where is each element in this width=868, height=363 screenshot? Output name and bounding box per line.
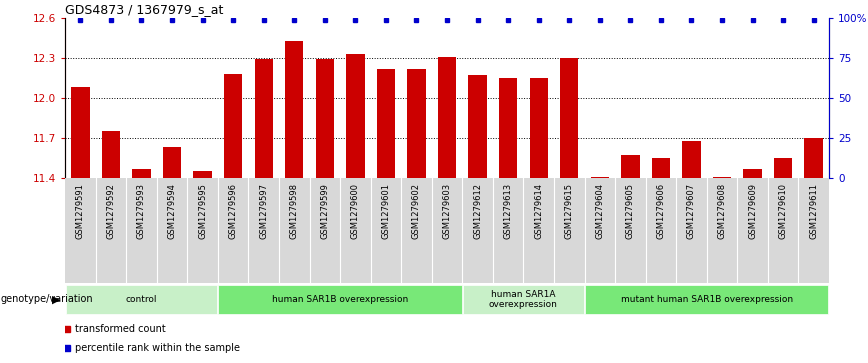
Bar (285, 41, 304, 178)
Text: GSM1279598: GSM1279598 (290, 183, 299, 239)
Bar (437, 57, 457, 178)
Text: human SAR1B overexpression: human SAR1B overexpression (272, 295, 408, 304)
Text: GSM1279601: GSM1279601 (381, 183, 391, 239)
Text: GSM1279603: GSM1279603 (443, 183, 451, 239)
Bar (346, 54, 365, 178)
Bar (585, 285, 828, 314)
Bar (499, 78, 517, 178)
Bar (682, 140, 700, 178)
Bar (66, 285, 217, 314)
Text: mutant human SAR1B overexpression: mutant human SAR1B overexpression (621, 295, 792, 304)
Text: GSM1279607: GSM1279607 (687, 183, 696, 239)
Text: GSM1279604: GSM1279604 (595, 183, 604, 239)
Text: GSM1279593: GSM1279593 (137, 183, 146, 239)
Text: GSM1279600: GSM1279600 (351, 183, 360, 239)
Text: human SAR1A
overexpression: human SAR1A overexpression (489, 290, 558, 309)
Text: GSM1279610: GSM1279610 (779, 183, 787, 239)
Bar (102, 131, 120, 178)
Bar (463, 285, 584, 314)
Bar (743, 168, 762, 178)
Bar (774, 158, 792, 178)
Bar (71, 87, 89, 178)
Bar (805, 138, 823, 178)
Text: GSM1279591: GSM1279591 (76, 183, 85, 239)
Text: GSM1279611: GSM1279611 (809, 183, 819, 239)
Bar (590, 176, 609, 178)
Text: GSM1279605: GSM1279605 (626, 183, 635, 239)
Bar (316, 60, 334, 178)
Text: GSM1279596: GSM1279596 (228, 183, 238, 239)
Bar (529, 78, 548, 178)
Bar (254, 60, 273, 178)
Bar (132, 168, 151, 178)
Bar (377, 69, 395, 178)
Text: GSM1279597: GSM1279597 (260, 183, 268, 239)
Text: GSM1279594: GSM1279594 (168, 183, 176, 239)
Text: GSM1279595: GSM1279595 (198, 183, 207, 239)
Bar (219, 285, 462, 314)
Text: transformed count: transformed count (75, 323, 166, 334)
Text: GSM1279615: GSM1279615 (565, 183, 574, 239)
Bar (652, 158, 670, 178)
Text: GSM1279614: GSM1279614 (534, 183, 543, 239)
Text: GSM1279606: GSM1279606 (656, 183, 666, 239)
Bar (621, 155, 640, 178)
Text: percentile rank within the sample: percentile rank within the sample (75, 343, 240, 354)
Text: GSM1279612: GSM1279612 (473, 183, 482, 239)
Text: GSM1279613: GSM1279613 (503, 183, 513, 239)
Text: GSM1279609: GSM1279609 (748, 183, 757, 239)
Text: control: control (126, 295, 157, 304)
Bar (194, 171, 212, 178)
Text: GSM1279599: GSM1279599 (320, 183, 329, 239)
Bar (224, 74, 242, 178)
Text: genotype/variation: genotype/variation (1, 294, 94, 305)
Text: GSM1279602: GSM1279602 (412, 183, 421, 239)
Bar (560, 58, 578, 178)
Text: GSM1279608: GSM1279608 (718, 183, 727, 239)
Bar (407, 69, 425, 178)
Text: ▶: ▶ (52, 294, 61, 305)
Bar (163, 147, 181, 178)
Text: GDS4873 / 1367979_s_at: GDS4873 / 1367979_s_at (65, 3, 223, 16)
Bar (713, 176, 731, 178)
Bar (469, 76, 487, 178)
Text: GSM1279592: GSM1279592 (107, 183, 115, 239)
